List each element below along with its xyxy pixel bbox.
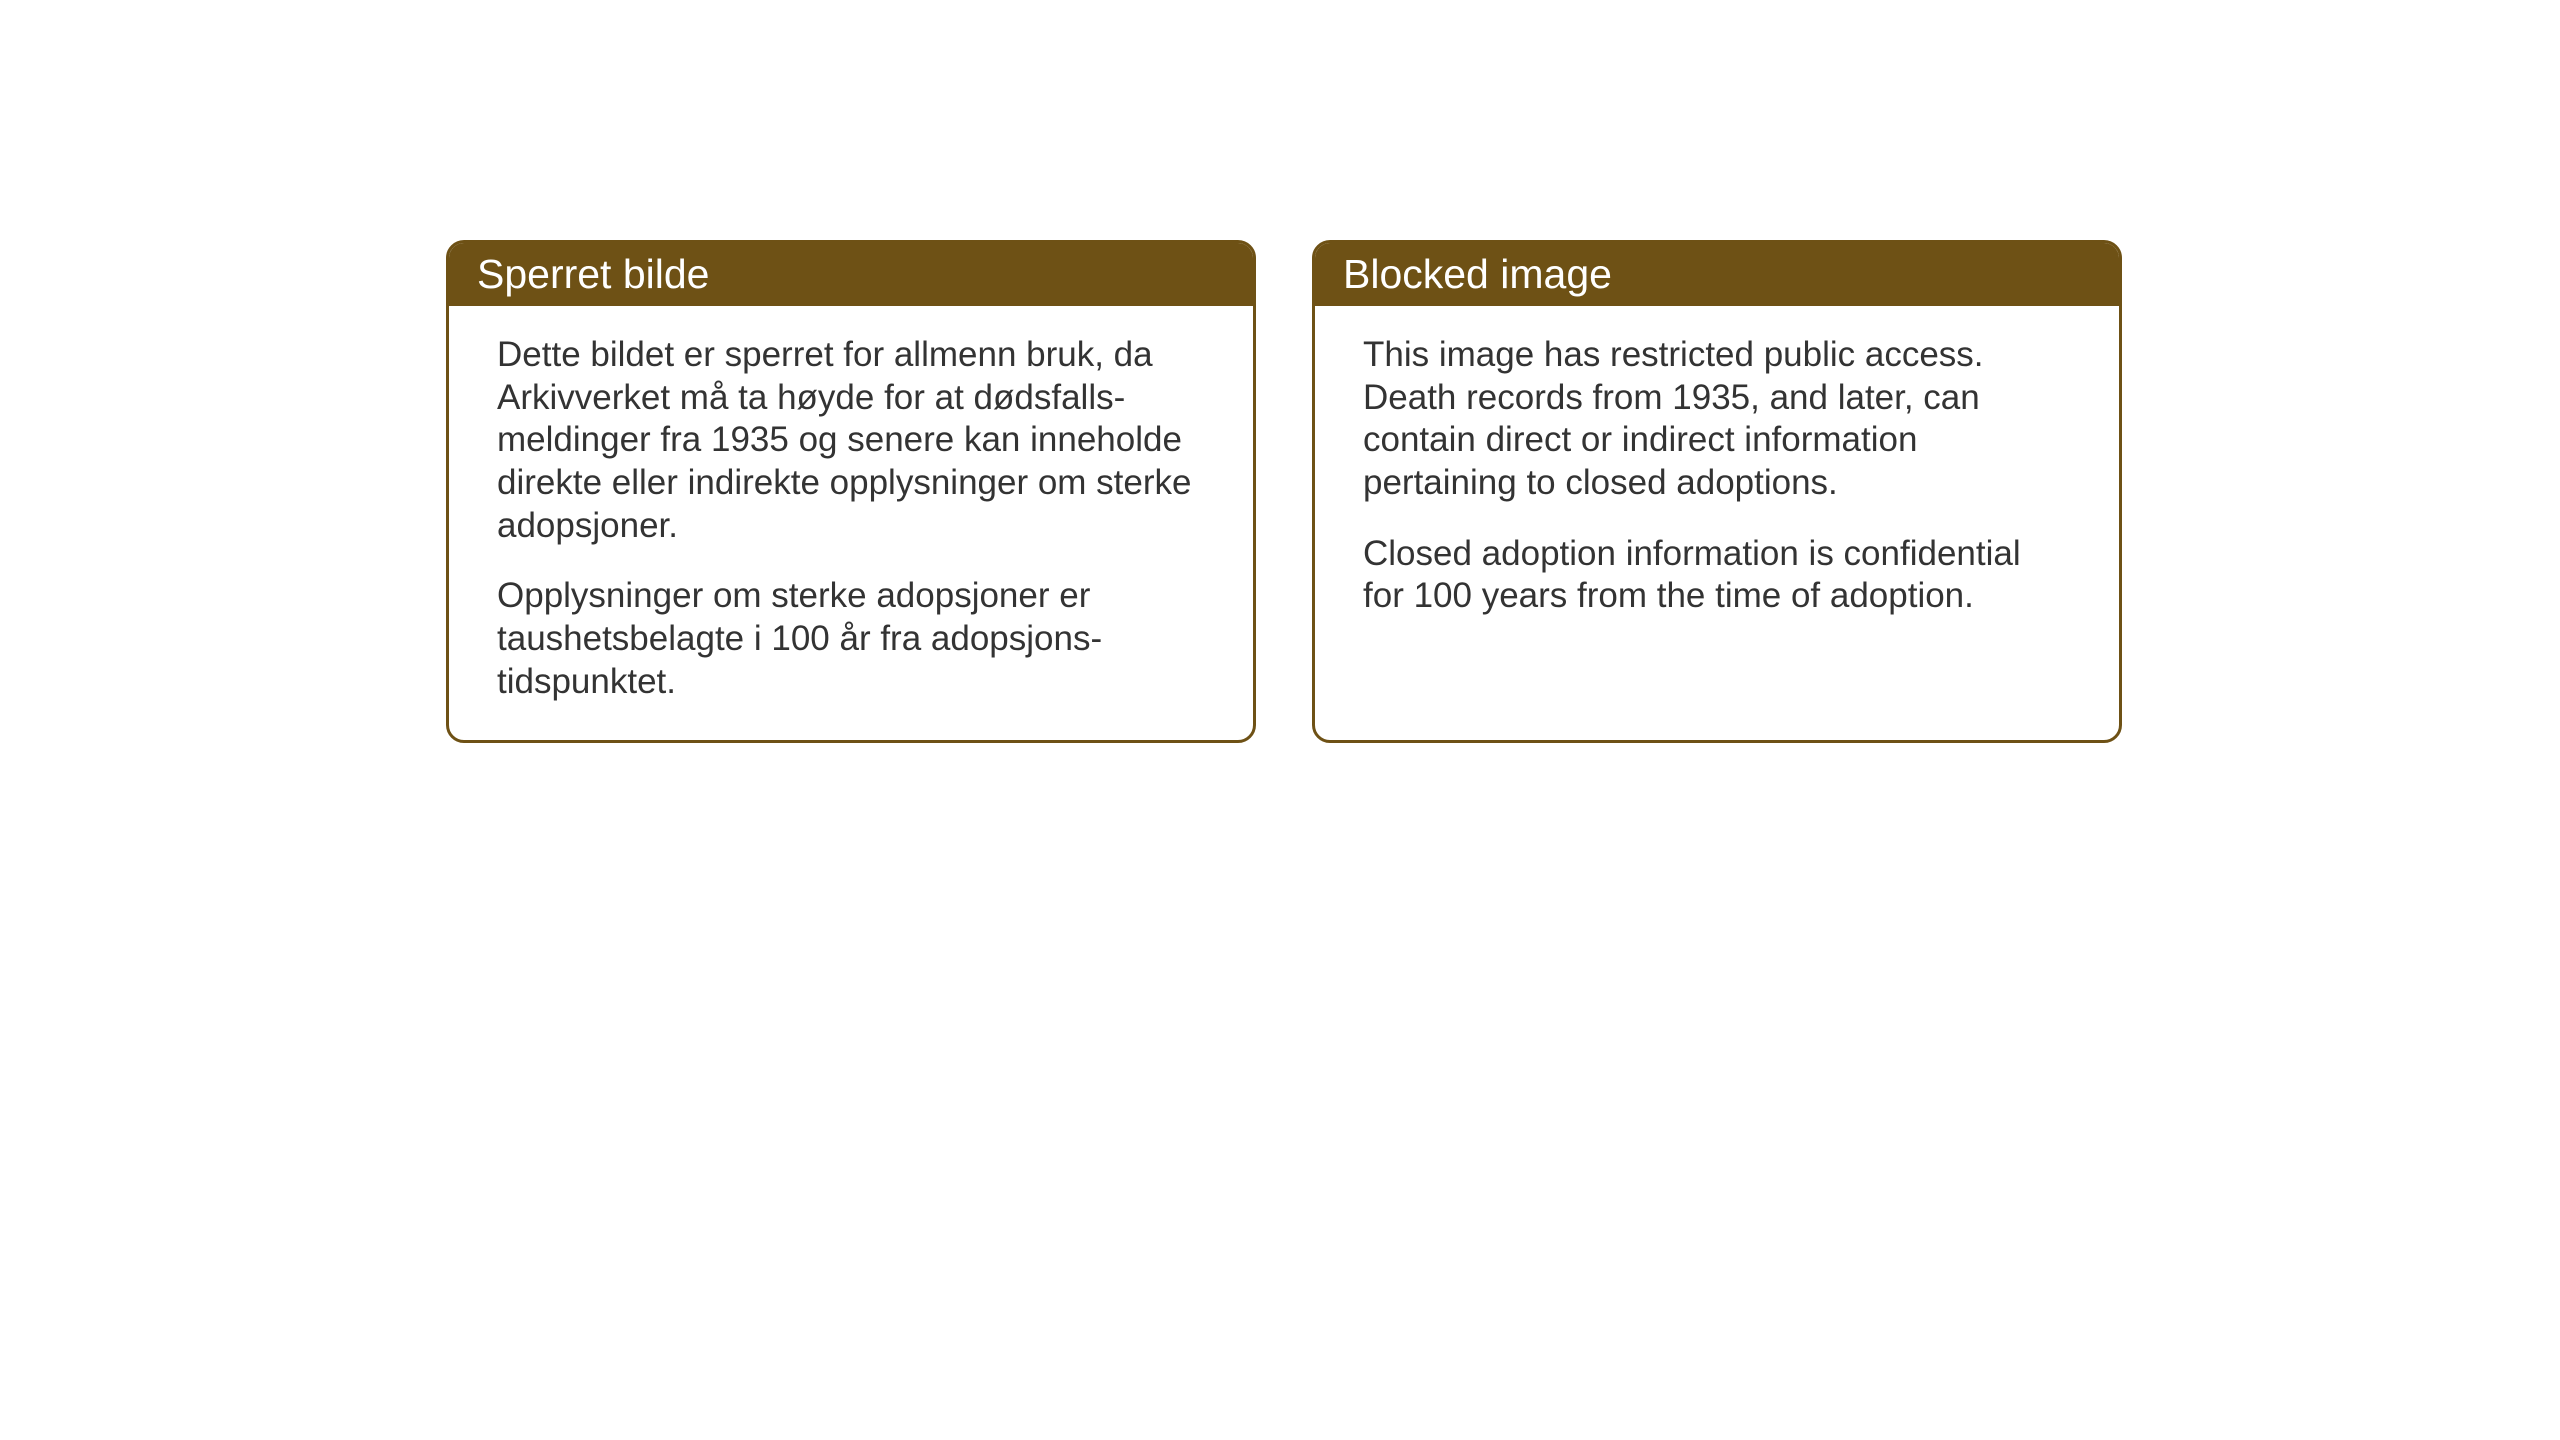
card-title-norwegian: Sperret bilde [477, 251, 709, 297]
card-body-norwegian: Dette bildet er sperret for allmenn bruk… [449, 306, 1253, 740]
card-paragraph-english-2: Closed adoption information is confident… [1363, 533, 2071, 618]
notice-card-norwegian: Sperret bilde Dette bildet er sperret fo… [446, 240, 1256, 743]
card-header-english: Blocked image [1315, 243, 2119, 306]
card-body-english: This image has restricted public access.… [1315, 306, 2119, 698]
notice-cards-container: Sperret bilde Dette bildet er sperret fo… [446, 240, 2122, 743]
card-title-english: Blocked image [1343, 251, 1612, 297]
card-header-norwegian: Sperret bilde [449, 243, 1253, 306]
card-paragraph-english-1: This image has restricted public access.… [1363, 334, 2071, 505]
card-paragraph-norwegian-1: Dette bildet er sperret for allmenn bruk… [497, 334, 1205, 547]
notice-card-english: Blocked image This image has restricted … [1312, 240, 2122, 743]
card-paragraph-norwegian-2: Opplysninger om sterke adopsjoner er tau… [497, 575, 1205, 703]
